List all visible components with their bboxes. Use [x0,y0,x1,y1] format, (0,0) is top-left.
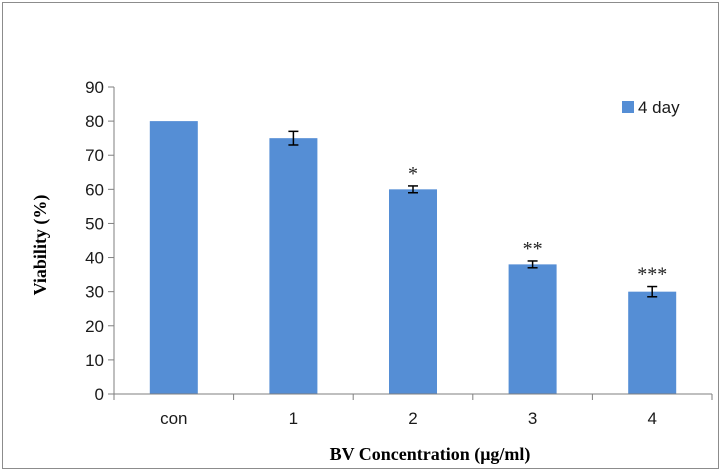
bar [508,264,557,394]
y-tick-label: 20 [85,317,104,336]
significance-marker: * [408,163,418,185]
y-axis-label: Viability (%) [30,195,51,296]
legend-label: 4 day [638,98,680,117]
bar [628,291,677,394]
bar [389,189,437,394]
y-tick-label: 0 [95,385,104,404]
significance-marker: *** [637,264,667,286]
bar [269,138,318,394]
x-axis-ticks: con 1 2 3 4 [113,394,713,428]
legend: 4 day [622,98,680,117]
y-tick-label: 50 [85,214,104,233]
bar [149,121,198,394]
x-axis-label: BV Concentration (μg/ml) [330,444,531,465]
x-tick-label: 1 [289,409,298,428]
y-tick-label: 10 [85,351,104,370]
x-tick-label: 4 [647,409,656,428]
y-tick-label: 70 [85,146,104,165]
bars: ****** [149,121,677,394]
x-tick-label: 2 [408,409,417,428]
significance-marker: ** [523,238,543,260]
legend-swatch [622,101,634,113]
y-tick-label: 40 [85,249,104,268]
y-tick-label: 90 [85,78,104,97]
y-tick-label: 30 [85,283,104,302]
y-tick-label: 80 [85,112,104,131]
chart-frame [2,2,719,469]
x-tick-label: con [160,409,187,428]
x-tick-label: 3 [528,409,537,428]
y-tick-label: 60 [85,180,104,199]
y-axis-ticks: 0 10 20 30 40 50 60 70 80 90 [85,78,114,404]
